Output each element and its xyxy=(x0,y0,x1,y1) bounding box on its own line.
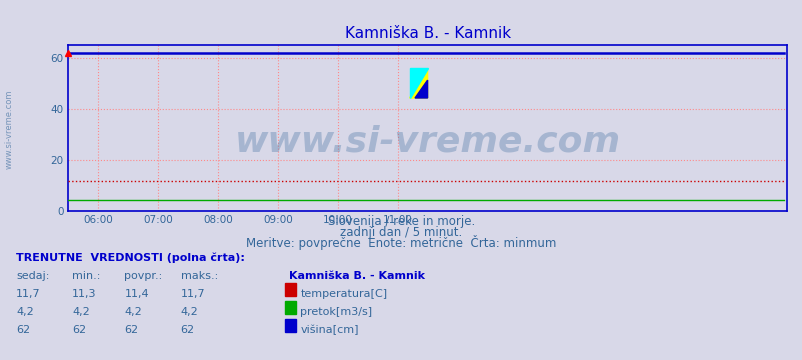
Text: višina[cm]: višina[cm] xyxy=(300,325,358,335)
Text: Kamniška B. - Kamnik: Kamniška B. - Kamnik xyxy=(289,271,424,281)
Text: zadnji dan / 5 minut.: zadnji dan / 5 minut. xyxy=(340,226,462,239)
Text: 62: 62 xyxy=(72,325,87,335)
Text: 11,3: 11,3 xyxy=(72,289,97,299)
Text: 11,7: 11,7 xyxy=(16,289,41,299)
Polygon shape xyxy=(415,80,427,98)
Text: pretok[m3/s]: pretok[m3/s] xyxy=(300,307,372,317)
Text: Slovenija / reke in morje.: Slovenija / reke in morje. xyxy=(327,215,475,228)
Polygon shape xyxy=(409,68,427,98)
Text: povpr.:: povpr.: xyxy=(124,271,163,281)
Text: TRENUTNE  VREDNOSTI (polna črta):: TRENUTNE VREDNOSTI (polna črta): xyxy=(16,252,245,263)
Text: 11,4: 11,4 xyxy=(124,289,149,299)
Text: 4,2: 4,2 xyxy=(180,307,198,317)
Text: Meritve: povprečne  Enote: metrične  Črta: minmum: Meritve: povprečne Enote: metrične Črta:… xyxy=(246,235,556,249)
Text: 62: 62 xyxy=(180,325,195,335)
Text: sedaj:: sedaj: xyxy=(16,271,50,281)
Text: 4,2: 4,2 xyxy=(72,307,90,317)
Text: 4,2: 4,2 xyxy=(124,307,142,317)
Text: 62: 62 xyxy=(124,325,139,335)
Text: 4,2: 4,2 xyxy=(16,307,34,317)
Text: temperatura[C]: temperatura[C] xyxy=(300,289,387,299)
Text: 11,7: 11,7 xyxy=(180,289,205,299)
Text: min.:: min.: xyxy=(72,271,100,281)
Title: Kamniška B. - Kamnik: Kamniška B. - Kamnik xyxy=(344,26,510,41)
Text: maks.:: maks.: xyxy=(180,271,217,281)
Polygon shape xyxy=(409,68,427,98)
Text: www.si-vreme.com: www.si-vreme.com xyxy=(5,90,14,169)
Text: 62: 62 xyxy=(16,325,30,335)
Text: www.si-vreme.com: www.si-vreme.com xyxy=(234,124,620,158)
